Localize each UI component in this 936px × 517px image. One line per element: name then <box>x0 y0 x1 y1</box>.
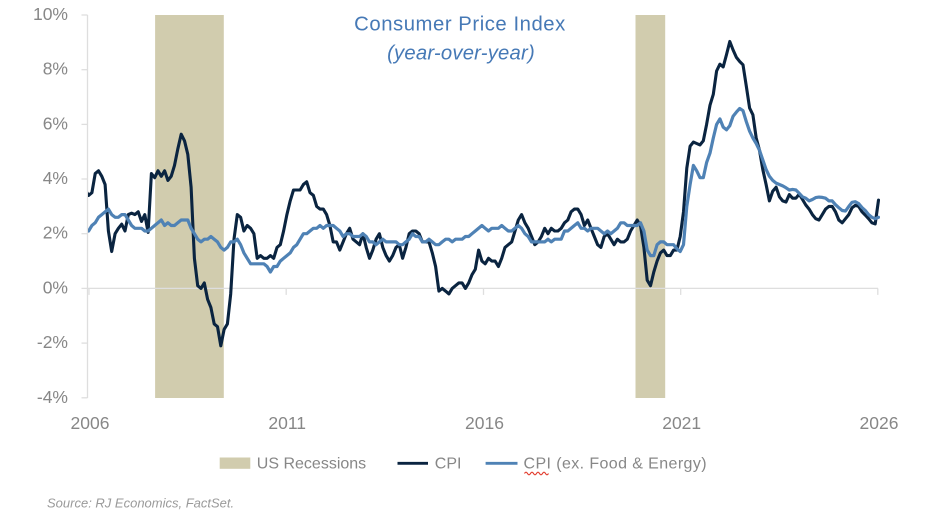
svg-text:10%: 10% <box>33 4 68 24</box>
svg-text:Source: RJ Economics, FactSet.: Source: RJ Economics, FactSet. <box>47 496 234 511</box>
svg-text:CPI (ex. Food & Energy): CPI (ex. Food & Energy) <box>524 456 708 473</box>
svg-text:0%: 0% <box>43 277 68 297</box>
svg-text:CPI: CPI <box>435 456 462 473</box>
svg-text:-2%: -2% <box>37 332 68 352</box>
svg-text:2026: 2026 <box>860 413 899 433</box>
svg-text:2006: 2006 <box>71 413 110 433</box>
svg-text:(year-over-year): (year-over-year) <box>387 43 535 65</box>
svg-text:8%: 8% <box>43 59 68 79</box>
svg-text:Consumer Price Index: Consumer Price Index <box>354 14 566 36</box>
svg-text:2021: 2021 <box>662 413 701 433</box>
svg-text:US Recessions: US Recessions <box>257 456 366 473</box>
svg-text:-4%: -4% <box>37 387 68 407</box>
svg-text:4%: 4% <box>43 168 68 188</box>
svg-text:2011: 2011 <box>268 413 306 433</box>
svg-text:2016: 2016 <box>465 413 504 433</box>
svg-text:2%: 2% <box>43 223 68 243</box>
svg-text:6%: 6% <box>43 113 68 133</box>
